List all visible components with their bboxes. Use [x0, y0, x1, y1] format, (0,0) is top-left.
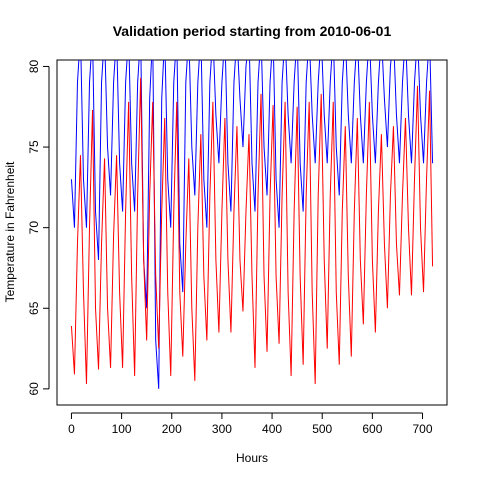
plot-area — [70, 60, 434, 389]
data-line — [70, 60, 434, 389]
y-tick-label: 65 — [27, 301, 41, 315]
y-axis-label: Temperature in Fahrenheit — [3, 161, 17, 302]
x-tick-label: 500 — [312, 422, 332, 436]
x-tick-label: 300 — [212, 422, 232, 436]
x-tick-label: 100 — [112, 422, 132, 436]
x-tick-label: 700 — [413, 422, 433, 436]
y-tick-label: 60 — [27, 382, 41, 396]
x-tick-label: 200 — [162, 422, 182, 436]
y-tick-label: 70 — [27, 221, 41, 235]
data-line — [70, 77, 434, 385]
chart-title: Validation period starting from 2010-06-… — [113, 23, 392, 39]
x-tick-label: 0 — [68, 422, 75, 436]
x-tick-label: 600 — [362, 422, 382, 436]
y-tick-label: 80 — [27, 59, 41, 73]
plot-frame — [56, 59, 448, 406]
y-tick-label: 75 — [27, 140, 41, 154]
x-axis-label: Hours — [236, 451, 268, 465]
x-tick-label: 400 — [262, 422, 282, 436]
